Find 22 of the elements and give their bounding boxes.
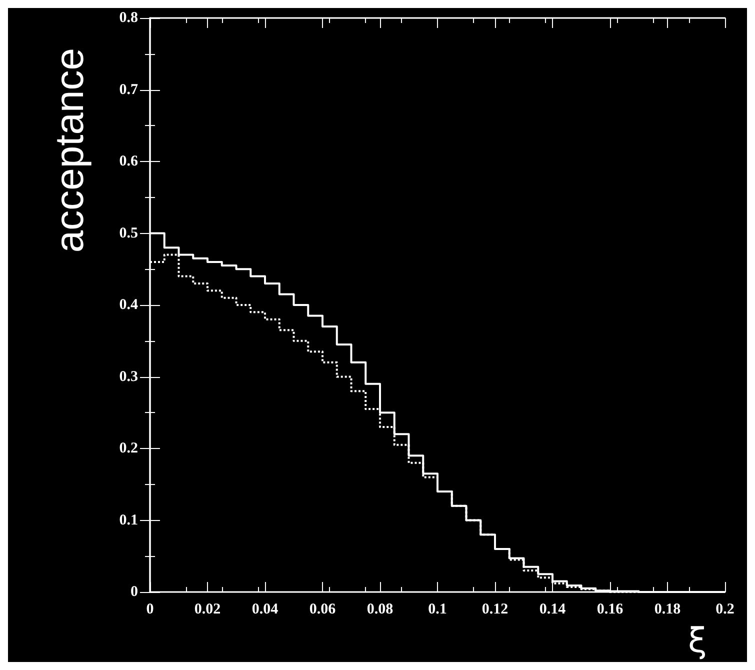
y-tick-label: 0.5	[119, 225, 138, 242]
y-tick-label: 0.3	[119, 368, 138, 385]
x-tick-label: 0.04	[252, 602, 279, 618]
y-tick-label: 0.6	[119, 154, 138, 170]
x-tick-label: 0.16	[596, 602, 624, 618]
x-axis-title: ξ	[688, 621, 708, 661]
x-tick-label: 0.06	[309, 602, 336, 618]
x-tick-label: 0.14	[539, 602, 566, 618]
y-tick-label: 0.4	[119, 297, 138, 313]
y-tick-label: 0.1	[119, 512, 138, 528]
x-tick-label: 0.1	[428, 602, 447, 618]
x-tick-label: 0.02	[194, 602, 221, 618]
y-tick-label: 0.2	[119, 440, 138, 456]
y-axis-title: acceptance	[48, 48, 92, 253]
x-tick-label: 0.18	[654, 602, 681, 618]
x-tick-label: 0	[146, 602, 154, 618]
y-tick-label: 0.7	[119, 82, 138, 98]
y-tick-label: 0	[130, 584, 138, 600]
x-tick-label: 0.2	[716, 602, 734, 618]
y-tick-label: 0.8	[119, 10, 138, 26]
x-tick-label: 0.12	[482, 602, 508, 618]
x-tick-label: 0.08	[366, 602, 394, 618]
